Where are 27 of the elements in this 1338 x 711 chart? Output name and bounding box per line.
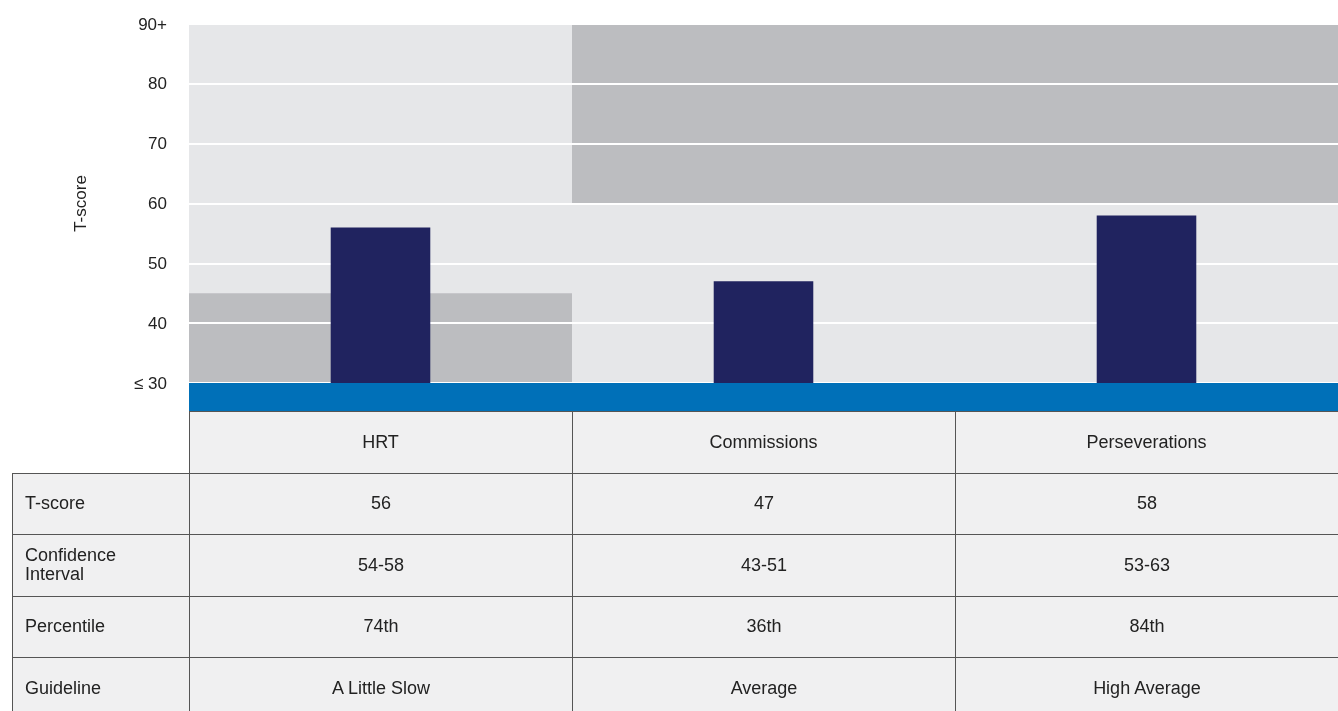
y-tick-label: 50 [148, 253, 167, 273]
x-tick-label: HRT [362, 432, 399, 452]
text: High Average [955, 657, 1338, 711]
data-label: 58 [955, 472, 1338, 535]
x-tick-label: Commissions [709, 432, 818, 452]
y-tick-label: 70 [148, 134, 167, 154]
text: 54-58 [189, 534, 573, 597]
text: A Little Slow [189, 657, 573, 711]
y-tick-label: 40 [148, 313, 167, 333]
text: Average [572, 657, 956, 711]
text: 84th [955, 595, 1338, 658]
y-tick-label: 80 [148, 74, 167, 94]
data-label: 56 [189, 472, 573, 535]
text: 53-63 [955, 534, 1338, 597]
text: 74th [189, 595, 573, 658]
data-label: 47 [572, 472, 956, 535]
text: Percentile [12, 595, 190, 658]
text: 36th [572, 595, 956, 658]
x-tick-label: Perseverations [1086, 432, 1207, 452]
y-axis-title: T-score [71, 175, 90, 232]
y-tick-label: ≤ 30 [134, 373, 167, 393]
y-tick-label: 90+ [138, 14, 168, 34]
text: Confidence Interval [12, 534, 190, 597]
text: 43-51 [572, 534, 956, 597]
text: Guideline [12, 657, 190, 711]
y-tick-label: 60 [148, 194, 167, 213]
text: T-score [12, 472, 190, 535]
